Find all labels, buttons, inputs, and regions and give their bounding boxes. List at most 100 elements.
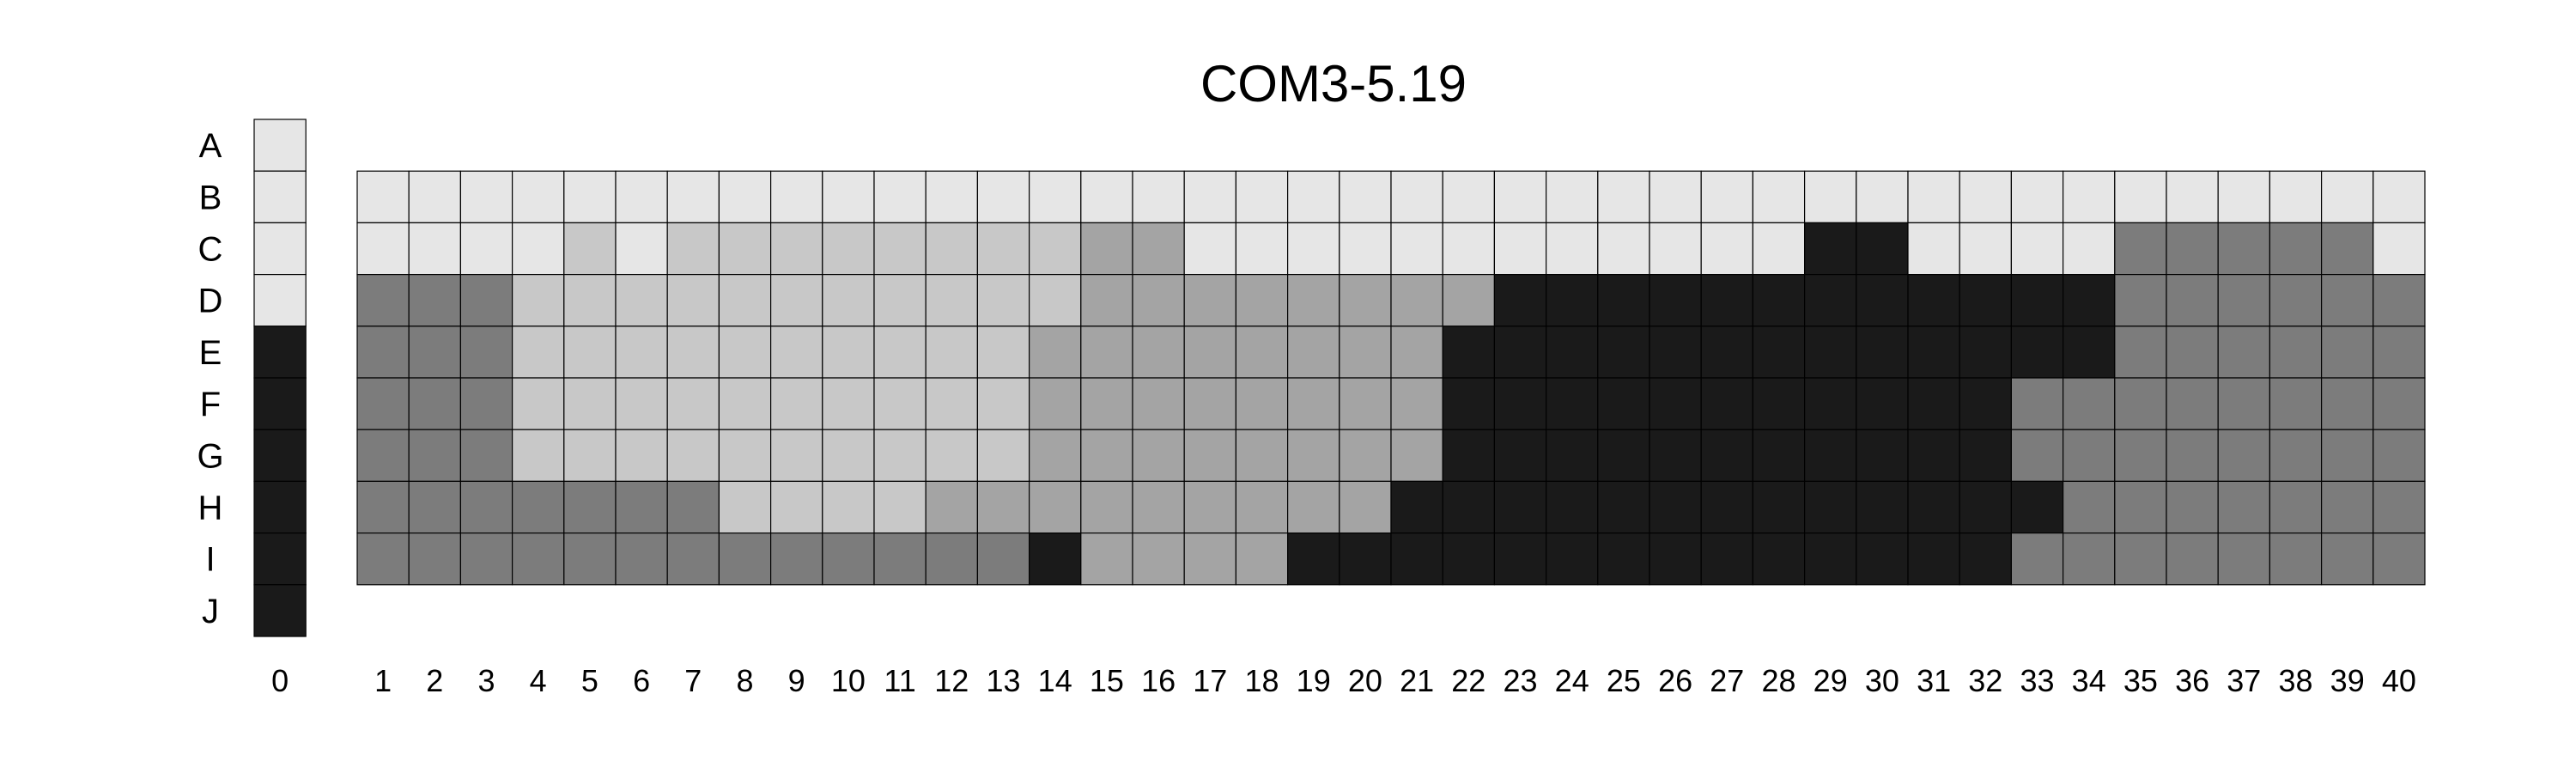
heatmap-cell-c-25: [1597, 222, 1650, 276]
heatmap-cell-c-7: [666, 222, 720, 276]
heatmap-cell-c-1: [356, 222, 410, 276]
heatmap-cell-g-34: [2063, 429, 2116, 483]
column-label-8: 8: [736, 663, 753, 698]
heatmap-cell-d-36: [2166, 274, 2219, 327]
column-label-22: 22: [1451, 663, 1485, 698]
heatmap-cell-g-8: [718, 429, 772, 483]
heatmap-cell-b-37: [2217, 170, 2270, 223]
heatmap-cell-f-20: [1339, 377, 1392, 430]
heatmap-cell-h-35: [2114, 480, 2167, 534]
column-label-14: 14: [1038, 663, 1072, 698]
heatmap-cell-g-27: [1700, 429, 1753, 483]
heatmap-cell-e-3: [459, 326, 513, 379]
heatmap-cell-i-37: [2217, 532, 2270, 586]
heatmap-cell-c-32: [1959, 222, 2012, 276]
heatmap-cell-i-4: [511, 532, 565, 586]
heatmap-cell-d-29: [1804, 274, 1857, 327]
heatmap-cell-b-1: [356, 170, 410, 223]
heatmap-cell-c-16: [1132, 222, 1185, 276]
heatmap-cell-i-23: [1493, 532, 1547, 586]
heatmap-cell-e-13: [976, 326, 1030, 379]
column-label-38: 38: [2278, 663, 2312, 698]
heatmap-cell-f-27: [1700, 377, 1753, 430]
heatmap-cell-i-31: [1907, 532, 1960, 586]
row-label-g: G: [197, 437, 223, 475]
heatmap-cell-h-10: [822, 480, 875, 534]
reference-cell-i: [253, 532, 307, 586]
heatmap-cell-c-4: [511, 222, 565, 276]
heatmap-cell-b-4: [511, 170, 565, 223]
heatmap-cell-c-18: [1235, 222, 1289, 276]
heatmap-cell-g-1: [356, 429, 410, 483]
heatmap-cell-f-38: [2269, 377, 2323, 430]
heatmap-cell-d-1: [356, 274, 410, 327]
heatmap-cell-g-37: [2217, 429, 2270, 483]
heatmap-cell-c-38: [2269, 222, 2323, 276]
heatmap-cell-g-33: [2010, 429, 2064, 483]
heatmap-cell-e-32: [1959, 326, 2012, 379]
heatmap-cell-g-18: [1235, 429, 1289, 483]
heatmap-cell-e-19: [1286, 326, 1340, 379]
heatmap-cell-g-3: [459, 429, 513, 483]
heatmap-cell-h-36: [2166, 480, 2219, 534]
heatmap-cell-f-4: [511, 377, 565, 430]
column-label-4: 4: [530, 663, 547, 698]
heatmap-cell-c-21: [1390, 222, 1443, 276]
heatmap-cell-f-33: [2010, 377, 2064, 430]
heatmap-cell-i-13: [976, 532, 1030, 586]
column-label-2: 2: [426, 663, 443, 698]
heatmap-cell-d-32: [1959, 274, 2012, 327]
heatmap-cell-g-11: [873, 429, 927, 483]
heatmap-cell-h-26: [1649, 480, 1702, 534]
heatmap-cell-d-26: [1649, 274, 1702, 327]
column-label-6: 6: [633, 663, 650, 698]
heatmap-cell-f-7: [666, 377, 720, 430]
heatmap-cell-i-36: [2166, 532, 2219, 586]
heatmap-cell-b-18: [1235, 170, 1289, 223]
heatmap-cell-b-40: [2372, 170, 2426, 223]
heatmap-cell-b-13: [976, 170, 1030, 223]
heatmap-cell-c-11: [873, 222, 927, 276]
heatmap-cell-d-25: [1597, 274, 1650, 327]
row-label-e: E: [199, 334, 222, 372]
heatmap-cell-g-20: [1339, 429, 1392, 483]
column-label-9: 9: [788, 663, 805, 698]
heatmap-cell-h-4: [511, 480, 565, 534]
heatmap-cell-c-40: [2372, 222, 2426, 276]
heatmap-cell-e-27: [1700, 326, 1753, 379]
heatmap-cell-c-5: [563, 222, 617, 276]
heatmap-cell-i-3: [459, 532, 513, 586]
heatmap-cell-g-38: [2269, 429, 2323, 483]
heatmap-cell-d-19: [1286, 274, 1340, 327]
heatmap-cell-c-28: [1752, 222, 1806, 276]
heatmap-cell-g-36: [2166, 429, 2219, 483]
heatmap-cell-h-12: [925, 480, 978, 534]
heatmap-cell-e-1: [356, 326, 410, 379]
heatmap-cell-h-25: [1597, 480, 1650, 534]
row-label-d: D: [198, 283, 223, 320]
column-label-17: 17: [1193, 663, 1227, 698]
heatmap-cell-b-12: [925, 170, 978, 223]
column-label-35: 35: [2123, 663, 2158, 698]
heatmap-cell-i-9: [769, 532, 823, 586]
heatmap-cell-d-10: [822, 274, 875, 327]
column-label-7: 7: [684, 663, 702, 698]
heatmap-cell-h-24: [1545, 480, 1599, 534]
heatmap-cell-b-32: [1959, 170, 2012, 223]
heatmap-cell-e-21: [1390, 326, 1443, 379]
heatmap-cell-i-19: [1286, 532, 1340, 586]
heatmap-cell-f-9: [769, 377, 823, 430]
heatmap-cell-f-12: [925, 377, 978, 430]
heatmap-cell-d-18: [1235, 274, 1289, 327]
heatmap-cell-f-16: [1132, 377, 1185, 430]
heatmap-cell-g-24: [1545, 429, 1599, 483]
heatmap-cell-b-25: [1597, 170, 1650, 223]
column-label-3: 3: [477, 663, 495, 698]
heatmap-cell-e-30: [1856, 326, 1909, 379]
heatmap-cell-i-5: [563, 532, 617, 586]
heatmap-cell-h-18: [1235, 480, 1289, 534]
heatmap-cell-i-7: [666, 532, 720, 586]
heatmap-cell-h-9: [769, 480, 823, 534]
column-label-28: 28: [1761, 663, 1795, 698]
